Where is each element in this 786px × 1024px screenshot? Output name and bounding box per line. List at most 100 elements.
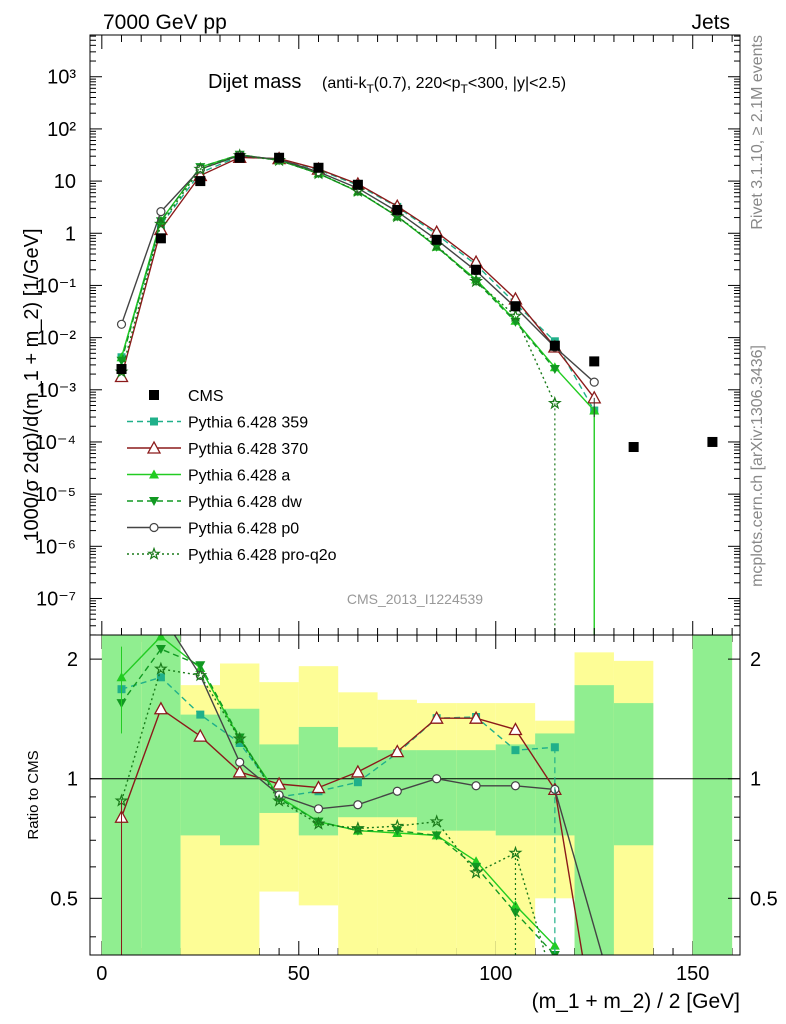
y-tick-label-ratio-right: 2 <box>750 649 761 671</box>
series-point-pdw <box>549 365 560 375</box>
data-point <box>313 162 324 173</box>
analysis-label: CMS_2013_I1224539 <box>347 591 483 607</box>
data-point <box>234 152 245 163</box>
series-line-pq2o <box>120 154 556 404</box>
ratio-point-p370 <box>350 764 365 778</box>
ratio-point-pq2o <box>193 668 208 682</box>
ratio-point-pq2o <box>429 814 444 828</box>
series-point-pq2o <box>469 273 483 288</box>
ratio-point-pq2o <box>232 731 247 745</box>
data-point <box>155 233 166 244</box>
ratio-line-pq2o <box>120 668 547 955</box>
ratio-point-pp0 <box>157 610 165 618</box>
data-point <box>510 301 521 312</box>
series-point-pq2o <box>547 395 562 410</box>
ratio-point-p359 <box>511 746 520 755</box>
data-point <box>471 264 482 275</box>
band-green <box>692 635 733 955</box>
legend-label-p370: Pythia 6.428 370 <box>188 441 308 458</box>
ratio-ticks: 0.5 0.5 1 1 2 2 0 50 100 150 <box>50 649 778 985</box>
ratio-point-pp0 <box>313 804 324 814</box>
ratio-line-p359 <box>121 676 555 798</box>
legend-marker-pp0 <box>149 522 159 533</box>
band-green <box>416 750 457 831</box>
series-point-pq2o <box>508 308 523 322</box>
y-tick-label-ratio: 1 <box>67 769 78 791</box>
ratio-point-pp0 <box>510 781 521 791</box>
y-tick-label-main: 10⁻⁶ <box>35 536 76 558</box>
x-axis-label: (m_1 + m_2) / 2 [GeV] <box>532 990 740 1013</box>
series-point-pp0 <box>116 319 127 329</box>
series-point-pq2o <box>193 161 208 175</box>
ratio-point-p370 <box>508 722 523 736</box>
legend-marker-cms <box>149 390 159 400</box>
legend-marker-pq2o <box>147 546 161 560</box>
ratio-point-p370 <box>232 764 247 778</box>
x-tick-label: 100 <box>479 963 512 985</box>
ratio-point-pq2o <box>311 816 326 830</box>
main-frame <box>89 34 741 636</box>
ratio-point-p359 <box>353 778 362 787</box>
band-green <box>574 685 614 955</box>
y-tick-label-ratio-right: 0.5 <box>750 888 778 910</box>
data-point <box>589 356 600 367</box>
y-axis-label-main: 1000/σ 2dσ)/d(m_1 + m_2) [1/GeV] <box>21 228 43 541</box>
ratio-point-p370 <box>153 701 169 715</box>
series-point-pq2o <box>154 216 168 230</box>
data-point <box>707 436 718 447</box>
y-axis-label-ratio: Ratio to CMS <box>25 750 42 839</box>
plot-cuts: (anti-kT(0.7), 220<pT<300, |y|<2.5) <box>322 75 566 96</box>
band-green <box>141 635 181 955</box>
data-point <box>352 179 363 190</box>
ratio-point-pq2o <box>154 661 168 675</box>
legend-marker-pdw <box>149 497 159 506</box>
ratio-point-pdw <box>431 831 442 841</box>
legend-label-pq2o: Pythia 6.428 pro-q2o <box>188 547 337 564</box>
ratio-line-pp0 <box>173 635 555 810</box>
main-plot-area <box>114 148 718 635</box>
ratio-point-pp0 <box>471 781 481 791</box>
legend-label-pdw: Pythia 6.428 dw <box>188 494 302 511</box>
ratio-point-p359 <box>196 710 205 719</box>
ratio-point-pp0 <box>392 786 402 796</box>
ratio-point-pq2o <box>508 845 523 860</box>
y-tick-label-main: 10² <box>47 119 76 141</box>
ratio-plot-area <box>90 610 740 955</box>
y-tick-label-main: 10⁻⁵ <box>35 484 76 506</box>
data-point <box>392 204 403 215</box>
series-point-pdw <box>116 356 127 366</box>
legend-label-pa: Pythia 6.428 a <box>188 468 290 485</box>
y-tick-label-main: 10⁻³ <box>37 380 77 402</box>
y-tick-label-main: 1 <box>65 223 76 245</box>
data-point <box>195 176 206 187</box>
ratio-point-pp0 <box>235 757 245 767</box>
y-tick-label-main: 10⁻⁴ <box>35 432 76 454</box>
y-tick-label-ratio: 0.5 <box>50 888 78 910</box>
legend-marker-p370 <box>146 440 162 454</box>
ratio-panel: 0.5 0.5 1 1 2 2 0 50 100 150 <box>50 610 778 985</box>
main-panel: 10⁻⁷ 10⁻⁶ 10⁻⁵ 10⁻⁴ 10⁻³ 10⁻² 10⁻¹ 1 10 10² 10³ Di… <box>35 34 741 955</box>
ratio-point-pp0 <box>432 774 442 784</box>
data-point <box>431 234 442 245</box>
ratio-point-p370 <box>311 780 326 794</box>
y-tick-label-main: 10⁻² <box>37 328 77 350</box>
x-tick-label: 50 <box>288 963 310 985</box>
ratio-point-pa <box>549 940 560 950</box>
header-right: Jets <box>691 11 730 34</box>
ratio-point-p359 <box>235 738 244 747</box>
legend-marker-pa <box>149 469 159 479</box>
data-point <box>549 340 560 351</box>
ratio-line-p370 <box>120 707 556 818</box>
legend: CMS Pythia 6.428 359 Pythia 6.428 370 Pythi… <box>127 388 337 564</box>
legend-label-pp0: Pythia 6.428 p0 <box>188 521 299 538</box>
plot-title: Dijet mass <box>208 71 301 93</box>
ratio-point-pq2o <box>469 865 483 879</box>
legend-label-p359: Pythia 6.428 359 <box>188 415 308 432</box>
y-tick-label-ratio: 2 <box>67 649 78 671</box>
ratio-point-p370 <box>193 728 208 742</box>
ratio-point-pdw <box>155 645 166 655</box>
y-tick-label-main: 10 <box>54 171 76 193</box>
ratio-drop-p370 <box>554 789 584 955</box>
legend-label-cms: CMS <box>188 388 224 405</box>
